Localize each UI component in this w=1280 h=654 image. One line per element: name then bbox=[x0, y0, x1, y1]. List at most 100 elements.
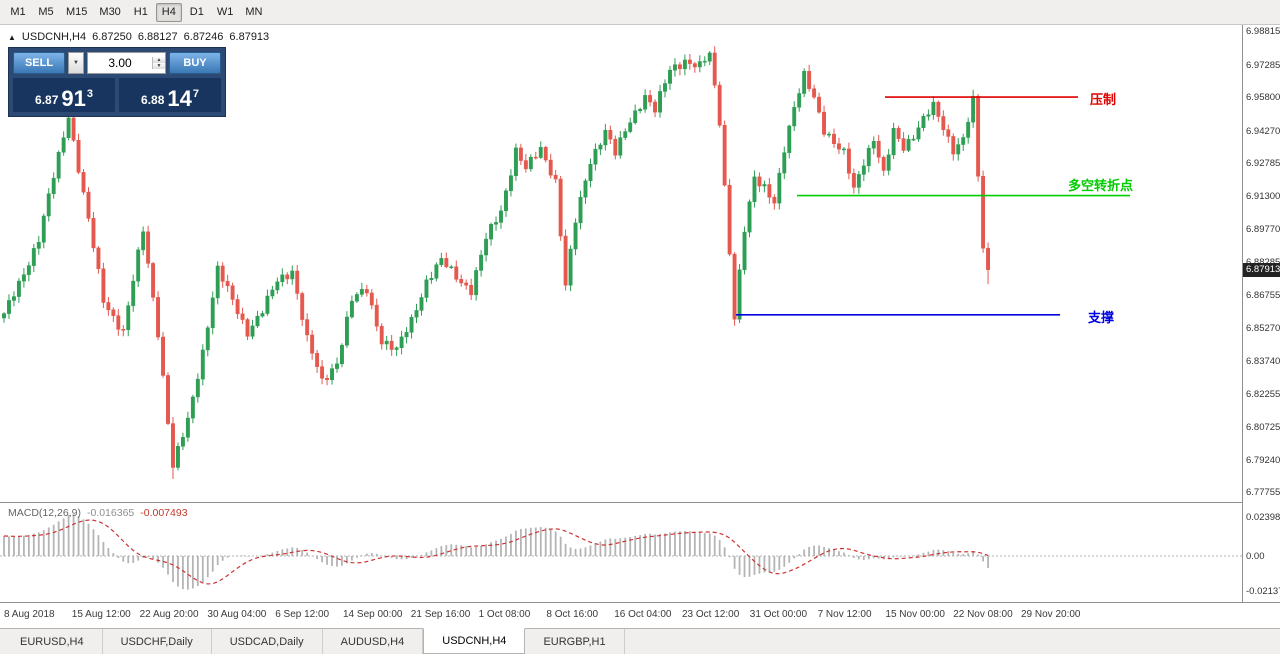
candle bbox=[131, 280, 136, 306]
candle bbox=[270, 289, 275, 297]
candlestick-chart[interactable] bbox=[0, 25, 1242, 502]
candle bbox=[697, 61, 702, 68]
price-axis[interactable]: 6.98815 6.97285 6.95800 6.94270 6.92785 6.913… bbox=[1242, 25, 1280, 602]
timeframe-button-M1[interactable]: M1 bbox=[10, 6, 26, 18]
sell-price-sup: 3 bbox=[86, 88, 93, 100]
timeframe-button-D1[interactable]: D1 bbox=[189, 6, 204, 18]
time-label: 23 Oct 12:00 bbox=[682, 609, 740, 620]
candle bbox=[250, 325, 255, 337]
candle bbox=[921, 116, 926, 128]
timeframe-button-M30[interactable]: M30 bbox=[99, 6, 121, 18]
candle bbox=[633, 110, 638, 123]
candle bbox=[583, 180, 588, 198]
panel-divider[interactable] bbox=[0, 502, 1280, 503]
volume-spin-down-button[interactable]: ▼ bbox=[153, 63, 165, 69]
price-tick: 6.89770 bbox=[1246, 224, 1280, 236]
tab-usdcnh-h4[interactable]: USDCNH,H4 bbox=[423, 628, 526, 654]
candle bbox=[966, 121, 971, 138]
candle bbox=[797, 93, 802, 108]
candle bbox=[56, 152, 61, 179]
candle bbox=[399, 336, 404, 349]
candle bbox=[906, 138, 911, 151]
candle bbox=[961, 137, 966, 145]
candle bbox=[46, 193, 51, 217]
chart-area[interactable]: ▲ USDCNH,H4 6.87250 6.88127 6.87246 6.87… bbox=[0, 25, 1280, 628]
tab-usdcad-daily[interactable]: USDCAD,Daily bbox=[212, 629, 323, 654]
candle bbox=[628, 122, 633, 132]
timeframe-button-H1[interactable]: H1 bbox=[133, 6, 148, 18]
chart-ohlc-header: ▲ USDCNH,H4 6.87250 6.88127 6.87246 6.87… bbox=[8, 31, 269, 43]
candle bbox=[359, 289, 364, 295]
time-label: 30 Aug 04:00 bbox=[207, 609, 267, 620]
candle bbox=[126, 305, 131, 330]
candle bbox=[618, 137, 623, 156]
candle bbox=[762, 184, 767, 187]
candle bbox=[916, 127, 921, 140]
candle bbox=[180, 437, 185, 447]
annotation-label-resistance[interactable]: 压制 bbox=[1090, 92, 1117, 108]
volume-input[interactable] bbox=[88, 56, 152, 70]
price-tick: 6.88285 bbox=[1246, 257, 1280, 268]
candle bbox=[712, 52, 717, 86]
time-label: 15 Aug 12:00 bbox=[71, 609, 131, 620]
macd-header: MACD(12,26,9) -0.016365 -0.007493 bbox=[8, 507, 188, 519]
candle bbox=[742, 231, 747, 271]
price-tick: 6.97285 bbox=[1246, 59, 1280, 71]
candle bbox=[643, 95, 648, 110]
candle bbox=[548, 159, 553, 176]
candle bbox=[563, 235, 568, 286]
candle bbox=[111, 309, 116, 316]
time-label: 22 Nov 08:00 bbox=[953, 609, 1013, 620]
candle bbox=[96, 247, 101, 269]
candle bbox=[7, 300, 11, 314]
time-axis[interactable]: 8 Aug 2018 15 Aug 12:00 22 Aug 20:00 30 Aug… bbox=[0, 602, 1280, 628]
candle bbox=[374, 304, 379, 327]
candle bbox=[340, 344, 344, 365]
timeframe-button-H4[interactable]: H4 bbox=[155, 2, 182, 22]
candle bbox=[881, 157, 886, 171]
candle bbox=[101, 268, 106, 303]
timeframe-button-M15[interactable]: M15 bbox=[66, 6, 88, 18]
sell-price-box[interactable]: 6.87 91 3 bbox=[13, 78, 115, 112]
candle bbox=[737, 269, 742, 320]
candle bbox=[484, 238, 489, 256]
sell-price-big: 91 bbox=[61, 86, 86, 111]
price-tick: 6.91300 bbox=[1246, 190, 1280, 202]
candle bbox=[837, 143, 841, 150]
timeframe-button-MN[interactable]: MN bbox=[245, 6, 263, 18]
annotation-label-support[interactable]: 支撑 bbox=[1088, 309, 1115, 325]
candle bbox=[772, 196, 777, 204]
time-label: 31 Oct 00:00 bbox=[749, 609, 808, 620]
candle bbox=[578, 196, 583, 224]
candle bbox=[16, 280, 21, 297]
candle bbox=[757, 176, 762, 187]
candle bbox=[653, 101, 658, 113]
buy-price-box[interactable]: 6.88 14 7 bbox=[119, 78, 221, 112]
volume-spin-up-button[interactable]: ▲ bbox=[153, 57, 165, 63]
tab-eurusd-h4[interactable]: EURUSD,H4 bbox=[2, 629, 103, 654]
candle bbox=[499, 210, 503, 223]
timeframe-button-M5[interactable]: M5 bbox=[38, 6, 54, 18]
candle bbox=[876, 141, 881, 158]
candle bbox=[553, 174, 558, 180]
timeframe-button-W1[interactable]: W1 bbox=[216, 6, 234, 18]
candle bbox=[41, 215, 46, 243]
candle bbox=[663, 83, 667, 92]
candle bbox=[951, 136, 956, 155]
candle bbox=[459, 279, 464, 284]
candle bbox=[941, 116, 946, 130]
candle bbox=[86, 191, 91, 219]
candle bbox=[151, 263, 156, 298]
tab-eurgbp-h1[interactable]: EURGBP,H1 bbox=[525, 629, 625, 654]
candle bbox=[156, 297, 161, 338]
macd-chart[interactable] bbox=[0, 503, 1242, 602]
annotation-label-pivot[interactable]: 多空转折点 bbox=[1068, 177, 1134, 193]
volume-dropdown-button[interactable]: ▼ bbox=[68, 52, 84, 74]
candle bbox=[533, 156, 538, 159]
candle bbox=[841, 148, 846, 151]
buy-button[interactable]: BUY bbox=[169, 52, 221, 74]
tab-usdchf-daily[interactable]: USDCHF,Daily bbox=[103, 629, 212, 654]
candle bbox=[260, 313, 265, 317]
tab-audusd-h4[interactable]: AUDUSD,H4 bbox=[323, 629, 424, 654]
sell-button[interactable]: SELL bbox=[13, 52, 65, 74]
